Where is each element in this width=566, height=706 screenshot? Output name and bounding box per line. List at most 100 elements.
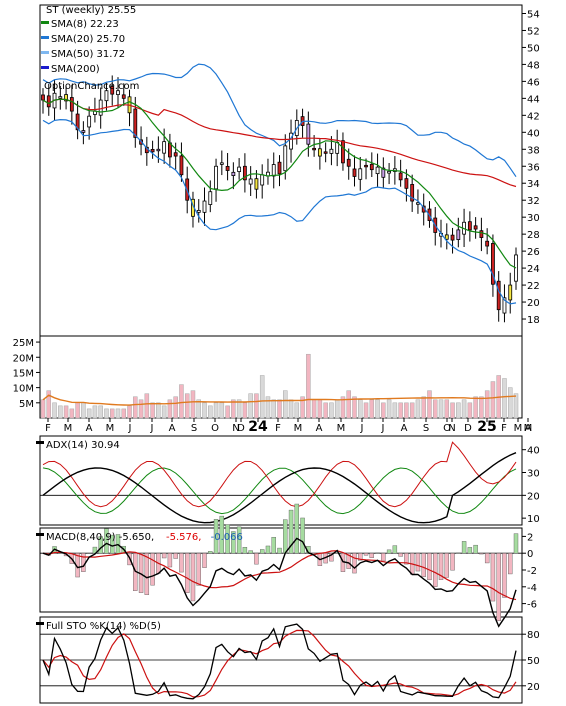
volume-bar: [231, 399, 236, 419]
candle-body: [317, 148, 322, 157]
macd-histogram-bar: [294, 503, 300, 554]
candle-body: [98, 99, 103, 116]
volume-bar: [415, 399, 421, 419]
legend-swatch: [41, 51, 49, 54]
volume-y-tick-label: 10M: [13, 384, 34, 395]
legend-label: SMA(200): [51, 64, 100, 75]
macd-y-tick-label: -6: [527, 600, 537, 611]
price-y-tick-label: 48: [527, 60, 540, 71]
volume-bar: [294, 402, 300, 419]
price-y-tick-label: 50: [527, 43, 540, 54]
candle-body: [467, 221, 472, 231]
candle-body: [260, 174, 265, 186]
sto-y-tick-label: 80: [527, 630, 540, 641]
volume-bar: [381, 402, 386, 419]
macd-histogram-bar: [404, 553, 409, 565]
macd-histogram-bar: [479, 553, 484, 555]
volume-bar: [248, 393, 253, 419]
macd-histogram-bar: [508, 553, 513, 575]
macd-swatch: [36, 533, 44, 536]
x-tick-label: F: [501, 423, 507, 434]
macd-histogram-bar: [98, 536, 103, 554]
candle-body: [237, 166, 242, 172]
candle-body: [231, 171, 236, 176]
x-tick-label: M: [337, 423, 346, 434]
candle-body: [369, 163, 374, 171]
candle-body: [485, 240, 490, 247]
volume-bar: [288, 399, 294, 419]
macd-histogram-bar: [219, 515, 225, 554]
watermark-label: OptionChance.com: [44, 81, 139, 92]
candle-body: [225, 166, 230, 171]
candle-body: [277, 161, 282, 175]
macd-histogram-bar: [81, 553, 86, 572]
x-tick-label: J: [360, 423, 364, 434]
volume-y-tick-label: 20M: [13, 353, 34, 364]
candle-body: [271, 164, 276, 177]
candle-body: [289, 132, 293, 150]
candle-body: [248, 178, 253, 185]
macd-histogram-bar: [358, 553, 363, 561]
volume-bar: [81, 402, 86, 419]
volume-bar: [86, 408, 92, 419]
macd-histogram-bar: [438, 553, 444, 580]
candle-body: [179, 155, 184, 176]
adx-y-tick-label: 20: [527, 491, 540, 502]
x-tick-label: O: [211, 423, 219, 434]
macd-histogram-bar: [265, 545, 271, 554]
x-tick-label: 24: [248, 419, 268, 435]
price-y-tick-label: 34: [527, 179, 540, 190]
minus-di-line: [42, 441, 517, 508]
candle-body: [283, 145, 288, 172]
candle-body: [64, 94, 68, 102]
macd-histogram-bar: [208, 551, 213, 554]
macd-histogram-bar: [415, 553, 421, 572]
candle-body: [416, 202, 420, 205]
volume-bar: [115, 408, 121, 419]
volume-bar: [513, 393, 519, 419]
x-tick-label: M: [106, 423, 115, 434]
macd-histogram-bar: [173, 553, 178, 559]
candle-body: [156, 148, 161, 152]
sto-y-tick-label: 20: [527, 682, 540, 693]
volume-bar: [254, 393, 259, 419]
adx-line: [42, 452, 517, 524]
candle-body: [491, 243, 495, 285]
macd-histogram-bar: [161, 553, 167, 559]
candle-body: [41, 94, 45, 101]
bollinger-upper-line: [42, 63, 517, 178]
volume-bar: [179, 384, 184, 419]
price-y-tick-label: 44: [527, 94, 540, 105]
macd-histogram-bar: [115, 534, 121, 554]
volume-bar: [150, 402, 155, 419]
x-tick-label: F: [275, 423, 281, 434]
x-tick-label: F: [45, 423, 51, 434]
price-y-tick-label: 32: [527, 196, 540, 207]
macd-histogram-bar: [363, 553, 369, 556]
plus-di-line: [42, 467, 517, 515]
candle-body: [242, 165, 247, 181]
volume-bar: [358, 399, 363, 419]
volume-bar: [133, 396, 138, 419]
x-tick-label: A: [525, 423, 532, 434]
candle-body: [404, 178, 409, 189]
stochastic-d-line: [42, 629, 517, 698]
volume-bar: [456, 402, 461, 419]
candle-body: [162, 141, 167, 154]
volume-bar: [208, 405, 213, 419]
volume-bar: [144, 393, 150, 419]
volume-bar: [283, 390, 288, 419]
x-tick-label: A: [401, 423, 408, 434]
candle-body: [75, 113, 80, 131]
macd-histogram-bar: [427, 553, 432, 581]
x-tick-label: S: [191, 423, 197, 434]
candle-body: [502, 297, 507, 314]
macd-histogram-bar: [196, 553, 201, 586]
macd-histogram-bar: [346, 553, 351, 569]
candle-body: [398, 172, 403, 181]
x-tick-label: A: [86, 423, 93, 434]
price-y-tick-label: 18: [527, 315, 540, 326]
volume-bar: [109, 408, 115, 419]
volume-bar: [352, 396, 357, 419]
